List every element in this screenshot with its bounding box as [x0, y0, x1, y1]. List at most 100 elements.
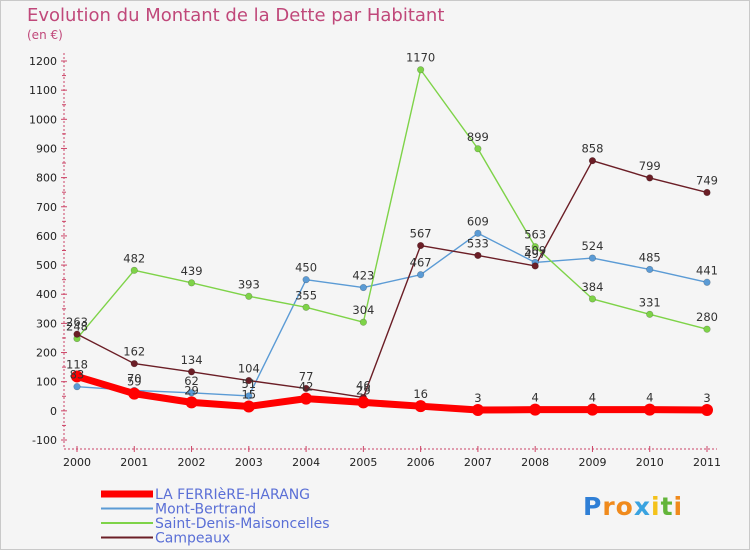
data-point	[417, 66, 425, 74]
data-label: 563	[524, 228, 546, 242]
data-label: 162	[123, 345, 145, 359]
legend: LA FERRIèRE-HARANGMont-BertrandSaint-Den…	[101, 487, 330, 547]
data-label: 42	[299, 380, 314, 394]
data-label: 77	[299, 369, 314, 383]
data-label: 59	[127, 375, 142, 389]
data-point	[588, 157, 597, 165]
data-point	[646, 310, 654, 318]
data-label: 62	[184, 374, 199, 388]
data-point	[245, 376, 253, 385]
data-point	[586, 403, 599, 416]
data-label: 609	[467, 214, 489, 228]
data-label: 485	[639, 250, 661, 264]
data-label: 355	[295, 288, 317, 302]
legend-label: Campeaux	[155, 531, 230, 547]
data-point	[245, 392, 253, 400]
data-point	[73, 383, 81, 391]
data-point	[474, 251, 482, 260]
data-point	[588, 295, 597, 303]
data-label: 15	[241, 387, 256, 401]
data-point	[187, 368, 196, 376]
data-label: 51	[241, 377, 256, 391]
logo-letter: t	[660, 492, 674, 521]
logo-letter: o	[615, 492, 634, 521]
chart-subtitle: (en €)	[27, 28, 63, 42]
data-label: 393	[238, 277, 260, 291]
x-tick-label: 2006	[407, 456, 435, 469]
y-tick-label: 1000	[29, 113, 57, 126]
data-point	[643, 403, 656, 416]
data-label: 29	[184, 383, 199, 397]
data-label: 749	[696, 173, 718, 187]
legend-label: LA FERRIèRE-HARANG	[155, 487, 310, 503]
data-label: 423	[352, 269, 374, 283]
data-point	[474, 145, 482, 153]
data-point	[531, 262, 539, 270]
data-label: 533	[467, 236, 489, 250]
data-point	[187, 389, 196, 397]
data-label: 134	[181, 353, 203, 367]
data-label: 4	[646, 391, 653, 405]
y-tick-label: 600	[36, 230, 57, 243]
data-point	[242, 400, 255, 413]
legend-label: Mont-Bertrand	[155, 502, 256, 518]
data-point	[474, 229, 482, 237]
y-tick-label: 900	[36, 142, 57, 155]
data-point	[531, 243, 539, 251]
data-point	[417, 241, 425, 250]
x-tick-label: 2010	[636, 456, 664, 469]
data-label: 509	[524, 243, 546, 257]
data-point	[71, 370, 83, 383]
data-point	[588, 254, 597, 262]
data-label: 248	[66, 320, 88, 334]
legend-label: Saint-Denis-Maisoncelles	[155, 516, 330, 532]
data-point	[646, 265, 654, 274]
data-point	[128, 387, 141, 400]
y-tick-label: 200	[36, 347, 57, 360]
x-tick-label: 2000	[63, 456, 91, 469]
data-point	[703, 278, 711, 286]
data-label: 858	[581, 142, 603, 156]
data-point	[302, 276, 310, 284]
data-point	[359, 318, 367, 326]
data-label: 384	[581, 280, 603, 294]
y-tick-label: 1100	[29, 84, 57, 97]
chart-title: Evolution du Montant de la Dette par Hab…	[27, 5, 445, 26]
data-point	[414, 400, 427, 413]
data-label: 467	[410, 256, 432, 270]
data-label: 567	[410, 227, 432, 241]
series-points	[71, 66, 713, 416]
series-line-la-ferri-re-harang	[73, 372, 711, 414]
data-point	[302, 384, 310, 392]
data-point	[417, 271, 425, 279]
x-tick-label: 2004	[292, 456, 320, 469]
data-point	[130, 266, 138, 274]
data-label: 280	[696, 310, 718, 324]
data-point	[701, 403, 713, 416]
data-label: 46	[356, 378, 371, 392]
series-line-campeaux	[76, 160, 708, 399]
data-point	[185, 396, 198, 409]
data-label: 899	[467, 130, 489, 144]
y-tick-label: 800	[36, 172, 57, 185]
x-tick-label: 2009	[578, 456, 606, 469]
series-line-saint-denis-maisoncelles	[76, 69, 708, 340]
x-tick-label: 2011	[693, 456, 721, 469]
logo-letter: r	[602, 492, 616, 521]
x-tick-label: 2003	[235, 456, 263, 469]
data-label: 304	[352, 303, 374, 317]
data-point	[73, 330, 81, 338]
data-point	[646, 174, 654, 182]
logo-letter: i	[651, 492, 661, 521]
data-label: 70	[127, 371, 142, 385]
data-label: 450	[295, 261, 317, 275]
data-label: 104	[238, 362, 260, 376]
data-label: 439	[181, 264, 203, 278]
x-tick-label: 2008	[521, 456, 549, 469]
data-point	[471, 403, 484, 416]
axes: -100 0 100 200 300 400 500 600 700 800 900 1000 1100…	[29, 53, 721, 469]
data-label: 497	[524, 247, 546, 261]
logo-letter: P	[583, 492, 603, 521]
data-label: 16	[413, 387, 428, 401]
